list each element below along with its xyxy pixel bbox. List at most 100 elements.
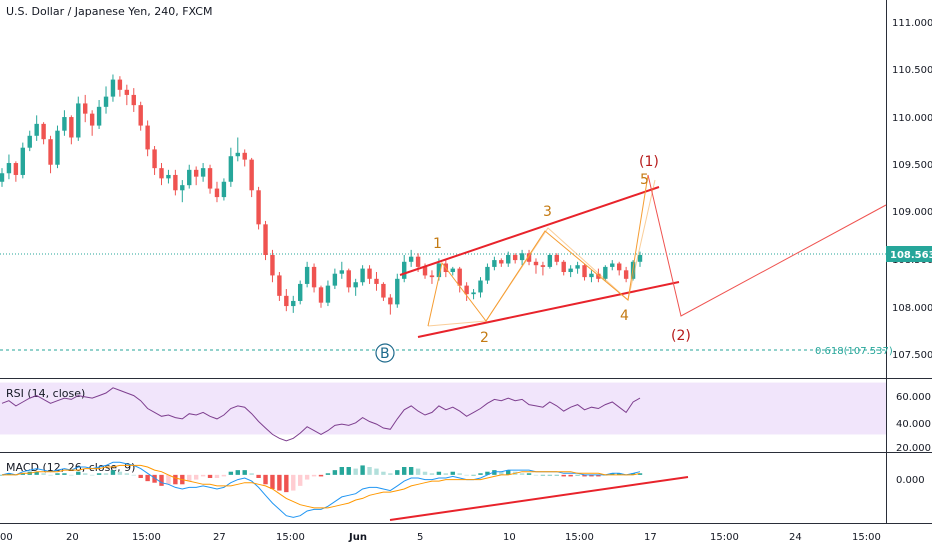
price-tick-label: 107.500 [892,350,932,361]
channel-lower-line[interactable] [417,281,680,338]
candle-body [506,254,511,264]
macd-histogram-bar [103,473,109,475]
time-axis[interactable]: 00 20 15:00 27 15:00 Jun 5 10 15:00 17 1… [0,532,881,543]
macd-histogram-bar [408,467,414,475]
macd-histogram-bar [187,474,192,482]
candle-body [228,156,234,182]
candle-body [485,266,490,281]
wave-label-2[interactable]: 2 [480,330,489,346]
wave-b-circle[interactable] [375,343,395,363]
candle-body [200,168,206,177]
rsi-tick-label: 60.000 [896,392,931,403]
macd-histogram-bar [450,471,455,475]
candle-body [27,135,32,148]
candle-body [242,152,247,160]
candle-body [526,253,532,262]
candle-body [589,273,594,278]
candle-body [304,266,310,284]
candle-body [180,185,185,191]
chart-title: U.S. Dollar / Japanese Yen, 240, FXCM [6,5,212,18]
wave-label-major-2[interactable]: (2) [671,328,691,344]
macd-histogram-bar [124,473,130,475]
rsi-axis: 60.000 40.000 20.000 [896,392,931,454]
macd-histogram-bar [221,474,227,477]
channel-upper-line[interactable] [399,186,660,276]
macd-histogram-bar [436,471,442,475]
wave-label-4[interactable]: 4 [620,308,629,324]
macd-histogram-bar [630,473,636,475]
time-tick-label: 27 [213,532,226,543]
wave-label-major-1[interactable]: (1) [639,154,659,170]
time-tick-label: 24 [789,532,802,543]
candle-body [166,174,171,179]
candle-body [76,103,81,138]
wave-path-orange-alt[interactable] [427,179,656,327]
macd-histogram-bar [478,473,483,475]
time-tick-label: 17 [644,532,657,543]
macd-trend-line[interactable] [389,476,689,521]
macd-histogram-bar [554,474,559,476]
macd-histogram-bar [443,473,449,475]
macd-histogram-bar [367,467,372,475]
candle-body [187,169,192,186]
candle-body [339,270,345,274]
candle-body [360,268,365,283]
rsi-line [1,387,641,442]
macd-histogram-bar [166,474,171,485]
wave-label-3[interactable]: 3 [543,204,552,220]
candle-body [6,163,12,174]
last-price-tag [886,246,932,262]
candle-body [429,275,435,278]
candle-body [41,123,46,140]
time-tick-label: 10 [503,532,516,543]
macd-histogram-bar [76,471,81,475]
candle-body [582,265,587,278]
price-tick-label: 110.000 [892,113,932,124]
macd-histogram-bar [325,473,331,475]
candle-body [318,287,324,303]
candle-body [263,224,268,255]
candle-body [311,266,317,288]
wave-path-projection[interactable] [647,174,887,317]
macd-histogram-bar [457,473,462,475]
macd-histogram-bar [353,468,358,475]
rsi-label[interactable]: RSI (14, close) [6,387,85,400]
macd-histogram-bar [159,474,164,486]
rsi-tick-label: 40.000 [896,419,931,430]
drawings-layer[interactable]: 1 2 3 4 5 (1) (2) B [375,154,887,363]
macd-histogram-bar [381,471,386,475]
wave-label-b[interactable]: B [380,346,390,362]
candle-body [159,168,164,179]
candle-body [207,168,213,189]
time-tick-label: 15:00 [132,532,161,543]
price-tick-label: 110.500 [892,65,932,76]
macd-histogram-bar [526,473,532,475]
time-tick-label: 15:00 [276,532,305,543]
macd-histogram-bar [346,467,351,475]
candle-body [547,254,553,267]
candle-body [89,113,95,126]
time-tick-label: 15:00 [565,532,594,543]
candle-body [499,260,504,264]
macd-label[interactable]: MACD (12, 26, close, 9) [6,461,135,474]
candle-body [96,106,102,126]
candle-body [367,268,372,279]
candle-body [471,292,476,295]
candle-body [34,123,39,136]
candle-body [596,273,601,279]
candle-body [353,282,358,288]
candle-body [103,96,109,107]
macd-histogram-bar [145,474,150,482]
candle-body [332,273,338,286]
macd-histogram-bar [402,467,407,475]
candle-body [13,163,19,175]
macd-histogram-bar [311,474,317,477]
candle-body [457,268,462,286]
wave-label-5[interactable]: 5 [640,172,649,188]
wave-label-1[interactable]: 1 [433,236,442,252]
candle-body [145,125,150,150]
candle-body [297,283,303,301]
macd-histogram-bar [207,474,213,478]
